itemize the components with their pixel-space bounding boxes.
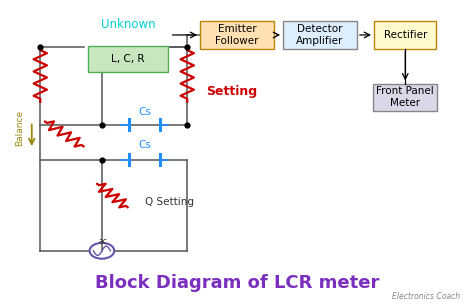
- Text: Block Diagram of LCR meter: Block Diagram of LCR meter: [95, 274, 379, 292]
- FancyBboxPatch shape: [88, 47, 168, 72]
- Text: Detector
Amplifier: Detector Amplifier: [296, 24, 344, 46]
- Text: Balance: Balance: [16, 110, 24, 146]
- FancyBboxPatch shape: [374, 21, 436, 49]
- Text: Electronics Coach: Electronics Coach: [392, 292, 460, 301]
- FancyBboxPatch shape: [200, 21, 274, 49]
- Text: ac: ac: [99, 237, 108, 246]
- Text: Setting: Setting: [206, 85, 257, 98]
- Text: Q Setting: Q Setting: [145, 197, 193, 207]
- Text: Rectifier: Rectifier: [383, 30, 427, 40]
- Text: Unknown: Unknown: [100, 18, 155, 31]
- FancyBboxPatch shape: [283, 21, 356, 49]
- Text: L, C, R: L, C, R: [111, 54, 145, 64]
- Text: Cs: Cs: [138, 107, 151, 117]
- FancyBboxPatch shape: [373, 84, 437, 111]
- Text: Front Panel
Meter: Front Panel Meter: [376, 86, 434, 108]
- Text: Cs: Cs: [138, 140, 151, 150]
- Text: Emitter
Follower: Emitter Follower: [215, 24, 259, 46]
